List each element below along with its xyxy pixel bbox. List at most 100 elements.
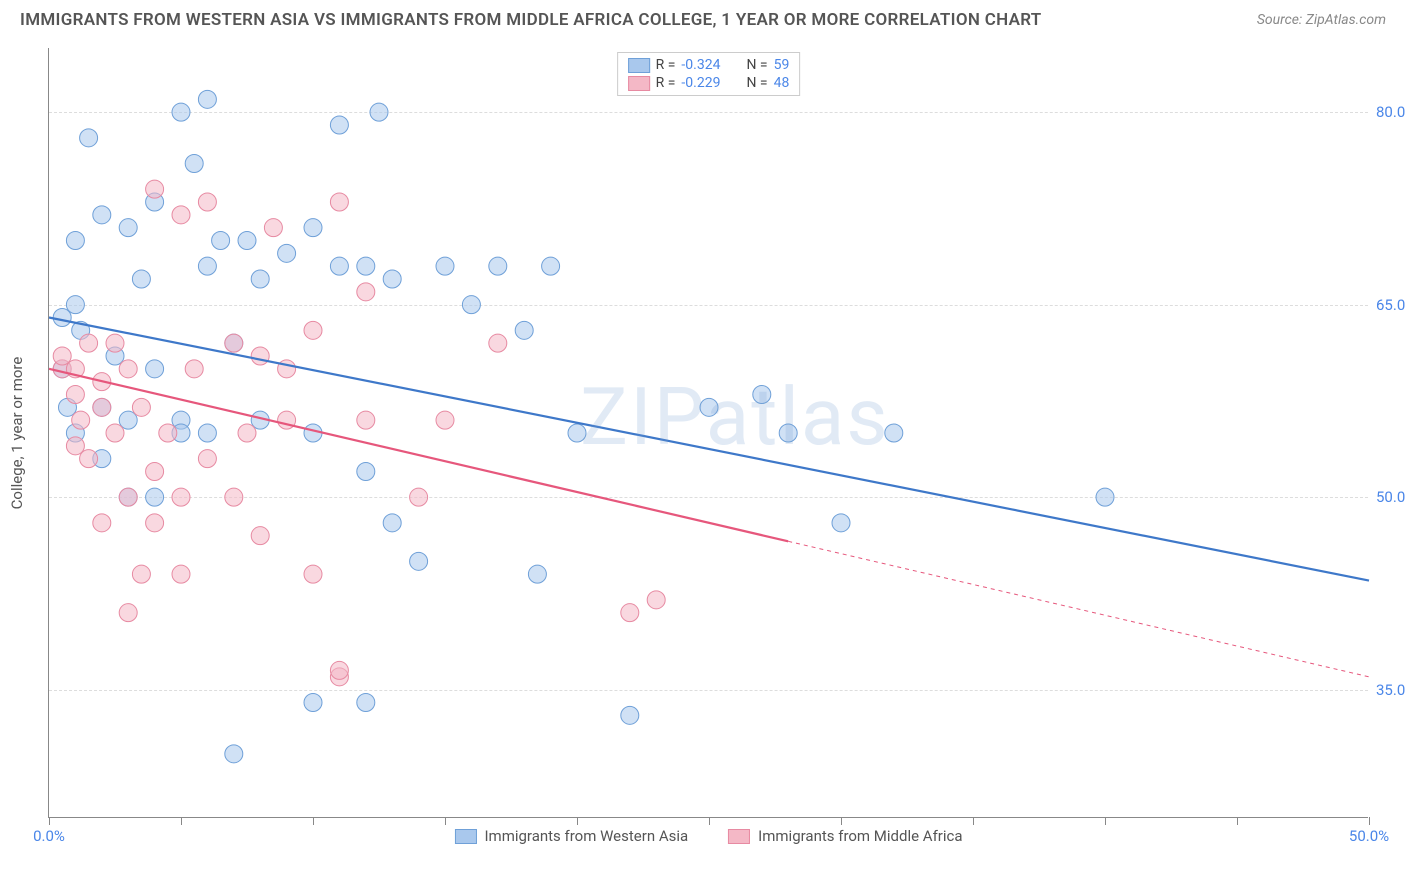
data-point (159, 424, 177, 442)
data-point (198, 193, 216, 211)
data-point (146, 463, 164, 481)
data-point (146, 360, 164, 378)
y-tick-label: 65.0% (1376, 296, 1406, 314)
data-point (185, 155, 203, 173)
data-point (568, 424, 586, 442)
x-tick (1369, 817, 1370, 825)
x-tick (1237, 817, 1238, 825)
source-label: Source: ZipAtlas.com (1257, 12, 1386, 28)
legend-correlation-row: R = -0.229 N = 48 (628, 74, 790, 92)
data-point (410, 488, 428, 506)
x-tick (181, 817, 182, 825)
data-point (225, 334, 243, 352)
data-point (198, 90, 216, 108)
data-point (278, 244, 296, 262)
data-point (146, 180, 164, 198)
x-tick (577, 817, 578, 825)
x-tick (709, 817, 710, 825)
chart-title: IMMIGRANTS FROM WESTERN ASIA VS IMMIGRAN… (20, 10, 1042, 30)
data-point (172, 565, 190, 583)
data-point (72, 411, 90, 429)
series-legend: Immigrants from Western Asia Immigrants f… (434, 827, 982, 845)
legend-swatch (628, 58, 650, 73)
y-axis-label: College, 1 year or more (8, 356, 26, 509)
scatter-plot-svg (49, 48, 1368, 817)
data-point (106, 334, 124, 352)
y-tick-label: 35.0% (1376, 681, 1406, 699)
data-point (251, 527, 269, 545)
data-point (119, 604, 137, 622)
data-point (621, 706, 639, 724)
data-point (172, 206, 190, 224)
data-point (304, 694, 322, 712)
legend-r-value: -0.324 (681, 57, 720, 73)
data-point (66, 437, 84, 455)
x-tick (973, 817, 974, 825)
data-point (80, 450, 98, 468)
data-point (357, 411, 375, 429)
data-point (212, 232, 230, 250)
x-tick (445, 817, 446, 825)
data-point (93, 398, 111, 416)
data-point (370, 103, 388, 121)
legend-swatch (454, 829, 476, 844)
data-point (832, 514, 850, 532)
data-point (146, 488, 164, 506)
y-tick-label: 50.0% (1376, 488, 1406, 506)
data-point (238, 232, 256, 250)
chart-plot-area: College, 1 year or more 35.0%50.0%65.0%8… (48, 48, 1368, 818)
data-point (172, 103, 190, 121)
legend-swatch (728, 829, 750, 844)
legend-swatch (628, 76, 650, 91)
y-tick-label: 80.0% (1376, 103, 1406, 121)
data-point (106, 424, 124, 442)
data-point (436, 411, 454, 429)
data-point (251, 347, 269, 365)
data-point (330, 661, 348, 679)
data-point (53, 309, 71, 327)
trend-line-extrapolated (788, 541, 1369, 677)
legend-r-label: R = (656, 75, 676, 91)
data-point (462, 296, 480, 314)
data-point (528, 565, 546, 583)
data-point (542, 257, 560, 275)
data-point (410, 552, 428, 570)
data-point (66, 386, 84, 404)
legend-n-label: N = (746, 75, 767, 91)
x-tick (1105, 817, 1106, 825)
x-tick (49, 817, 50, 825)
data-point (66, 296, 84, 314)
x-tick-label: 50.0% (1349, 827, 1389, 845)
x-tick (313, 817, 314, 825)
data-point (172, 488, 190, 506)
data-point (146, 514, 164, 532)
data-point (357, 283, 375, 301)
data-point (700, 398, 718, 416)
legend-n-value: 59 (774, 57, 790, 73)
data-point (119, 411, 137, 429)
data-point (93, 514, 111, 532)
legend-series-label: Immigrants from Middle Africa (758, 827, 962, 845)
data-point (330, 193, 348, 211)
legend-n-value: 48 (774, 75, 790, 91)
data-point (885, 424, 903, 442)
data-point (198, 450, 216, 468)
data-point (304, 321, 322, 339)
data-point (132, 270, 150, 288)
correlation-legend: R = -0.324 N = 59R = -0.229 N = 48 (617, 52, 801, 96)
legend-r-value: -0.229 (681, 75, 720, 91)
data-point (779, 424, 797, 442)
x-tick-label: 0.0% (33, 827, 65, 845)
data-point (436, 257, 454, 275)
data-point (185, 360, 203, 378)
data-point (304, 565, 322, 583)
data-point (198, 424, 216, 442)
data-point (238, 424, 256, 442)
data-point (304, 219, 322, 237)
legend-series-item: Immigrants from Middle Africa (728, 827, 962, 845)
data-point (383, 514, 401, 532)
data-point (383, 270, 401, 288)
data-point (119, 360, 137, 378)
data-point (330, 116, 348, 134)
legend-series-label: Immigrants from Western Asia (484, 827, 688, 845)
